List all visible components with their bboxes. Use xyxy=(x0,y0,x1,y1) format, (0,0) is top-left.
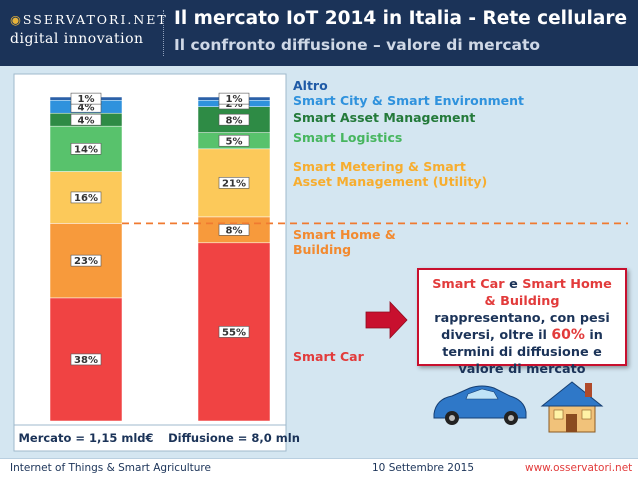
value-label-box-smart-metering-smart-asset-management-utility-1 xyxy=(218,177,250,189)
callout-box: Smart Car e Smart Home & Building rappre… xyxy=(417,268,627,377)
legend-smart-metering-smart-asset-management-utility: Smart Metering & Smart Asset Management (… xyxy=(293,159,487,189)
legend-line-smart-logistics-0: Smart Logistics xyxy=(293,130,402,145)
value-label-box-smart-logistics-0 xyxy=(70,143,102,155)
value-label-smart-asset-management-1: 8% xyxy=(226,115,243,126)
category-label-0: Mercato = 1,15 mld€ xyxy=(18,431,153,445)
value-label-smart-logistics-0: 14% xyxy=(74,144,98,155)
value-label-altro-1: 1% xyxy=(226,94,243,105)
legend-smart-home-building: Smart Home & Building xyxy=(293,227,396,257)
logo-target-icon: ◉ xyxy=(10,12,23,27)
legend-line-smart-car-0: Smart Car xyxy=(293,349,365,364)
category-label-1: Diffusione = 8,0 mln xyxy=(168,431,300,445)
footer-date: 10 Settembre 2015 xyxy=(372,462,475,474)
header-divider xyxy=(163,10,164,56)
value-label-box-smart-home-building-0 xyxy=(70,254,102,267)
legend-smart-logistics: Smart Logistics xyxy=(293,130,402,145)
value-label-box-smart-logistics-1 xyxy=(218,134,250,147)
value-label-smart-car-0: 38% xyxy=(74,355,98,366)
legend-smart-city-smart-environment: Smart City & Smart Environment xyxy=(293,93,524,108)
value-label-smart-logistics-1: 5% xyxy=(226,136,243,147)
logo[interactable]: ◉SSERVATORI.NET xyxy=(10,12,168,27)
value-label-smart-city-smart-environment-0: 4% xyxy=(78,102,95,113)
value-label-smart-home-building-0: 23% xyxy=(74,256,98,267)
value-label-box-smart-asset-management-1 xyxy=(218,113,250,126)
legend-line-smart-home-building-1: Building xyxy=(293,242,351,257)
value-label-box-altro-0 xyxy=(70,92,102,105)
red-arrow-icon xyxy=(365,300,408,340)
callout-text-and: e xyxy=(504,277,523,292)
callout-smart-home: Smart Home & Building xyxy=(484,277,612,309)
legend-line-smart-home-building-0: Smart Home & xyxy=(293,227,396,242)
value-label-smart-metering-smart-asset-management-utility-1: 21% xyxy=(222,178,246,189)
value-label-box-smart-home-building-1 xyxy=(218,224,250,236)
legend-line-smart-asset-management-0: Smart Asset Management xyxy=(293,110,475,125)
footer-event: Internet of Things & Smart Agriculture xyxy=(10,462,211,474)
value-label-smart-metering-smart-asset-management-utility-0: 16% xyxy=(74,193,98,204)
legend-line-smart-city-smart-environment-0: Smart City & Smart Environment xyxy=(293,93,524,108)
value-label-box-smart-car-1 xyxy=(218,326,250,338)
legend-line-altro-0: Altro xyxy=(293,78,328,93)
value-label-smart-car-1: 55% xyxy=(222,328,246,339)
value-label-box-smart-car-0 xyxy=(70,353,102,366)
value-label-box-smart-asset-management-0 xyxy=(70,113,102,126)
callout-text-mid: rappresentano, con pesi diversi, oltre i… xyxy=(434,311,610,343)
legend-line-smart-metering-smart-asset-management-utility-1: Asset Management (Utility) xyxy=(293,174,487,189)
page-subtitle: Il confronto diffusione – valore di merc… xyxy=(174,36,541,54)
value-label-smart-city-smart-environment-1: 2% xyxy=(226,99,243,110)
value-label-smart-asset-management-0: 4% xyxy=(78,115,95,126)
callout-percent: 60% xyxy=(551,327,585,343)
legend-smart-asset-management: Smart Asset Management xyxy=(293,110,475,125)
value-label-box-smart-metering-smart-asset-management-utility-0 xyxy=(70,191,102,204)
house-icon xyxy=(540,381,604,433)
value-label-box-altro-1 xyxy=(218,92,250,105)
footer-url[interactable]: www.osservatori.net xyxy=(525,462,633,474)
value-label-smart-home-building-1: 8% xyxy=(226,225,243,236)
blue-car-icon xyxy=(433,385,527,425)
callout-text-end: in termini di diffusione e valore di mer… xyxy=(442,328,603,377)
stacked-bar-chart: 38%23%16%14%4%4%1%Mercato = 1,15 mld€55%… xyxy=(13,73,628,452)
legend-line-smart-metering-smart-asset-management-utility-0: Smart Metering & Smart xyxy=(293,159,466,174)
legend-smart-car: Smart Car xyxy=(293,349,365,364)
legend-altro: Altro xyxy=(293,78,328,93)
header-bar: ◉SSERVATORI.NET digital innovation Il me… xyxy=(0,0,638,66)
callout-smart-car: Smart Car xyxy=(432,277,505,292)
logo-name: SSERVATORI.NET xyxy=(22,12,168,27)
page-title: Il mercato IoT 2014 in Italia - Rete cel… xyxy=(174,8,628,29)
value-label-altro-0: 1% xyxy=(78,94,95,105)
logo-tagline: digital innovation xyxy=(10,31,144,47)
footer: Internet of Things & Smart Agriculture 1… xyxy=(0,459,638,478)
